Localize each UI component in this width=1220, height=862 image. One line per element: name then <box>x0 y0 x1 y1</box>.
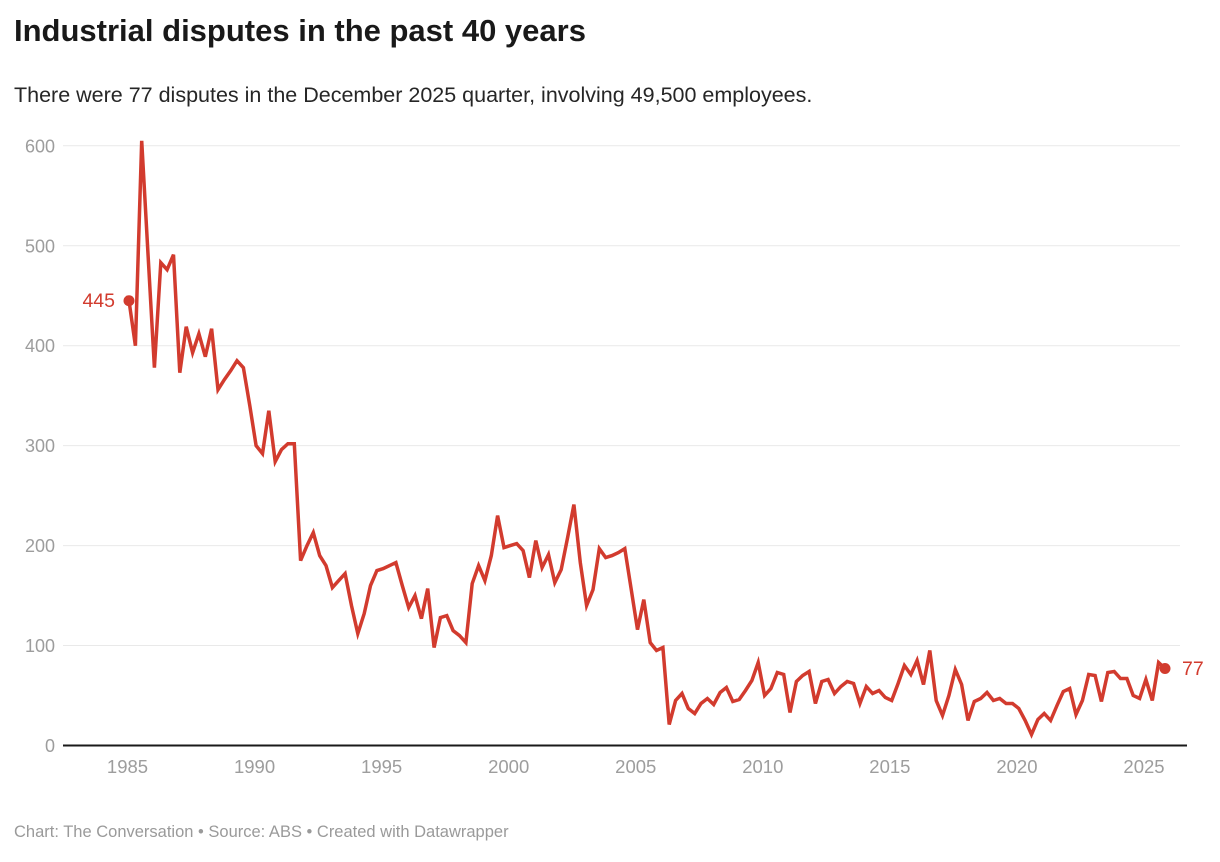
y-tick-label: 400 <box>25 336 55 356</box>
y-tick-label: 100 <box>25 636 55 656</box>
disputes-line <box>127 140 1167 739</box>
last-point-dot <box>1159 663 1171 675</box>
x-tick-label: 1990 <box>234 756 275 777</box>
x-tick-label: 2010 <box>742 756 783 777</box>
x-tick-label: 1985 <box>107 756 148 777</box>
last-point-label: 77 <box>1182 658 1204 680</box>
y-tick-label: 0 <box>45 736 55 756</box>
page-title: Industrial disputes in the past 40 years <box>14 13 586 48</box>
x-tick-label: 2005 <box>615 756 656 777</box>
x-tick-label: 2025 <box>1123 756 1164 777</box>
first-point-label: 445 <box>82 290 115 312</box>
y-tick-label: 300 <box>25 436 55 456</box>
chart: 0 100 200 300 400 500 600 1985 1990 1995 2000 2005 2… <box>25 136 1204 777</box>
x-tick-label: 2000 <box>488 756 529 777</box>
page-subtitle: There were 77 disputes in the December 2… <box>14 83 813 107</box>
y-tick-label: 200 <box>25 536 55 556</box>
y-tick-label: 600 <box>25 136 55 156</box>
x-tick-label: 2020 <box>996 756 1037 777</box>
first-point-dot <box>123 295 135 307</box>
x-tick-label: 2015 <box>869 756 910 777</box>
footer-credit: Chart: The Conversation • Source: ABS • … <box>14 823 509 841</box>
y-tick-label: 500 <box>25 236 55 256</box>
x-tick-label: 1995 <box>361 756 402 777</box>
